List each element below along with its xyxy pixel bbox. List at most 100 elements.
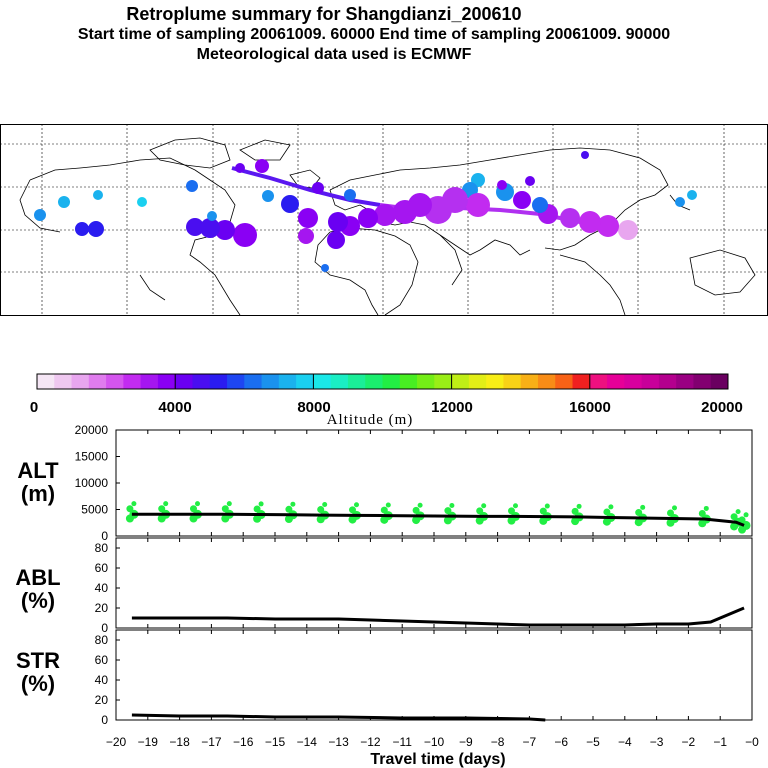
map-graticule xyxy=(0,124,768,315)
x-tick-label: −6 xyxy=(554,735,568,749)
colorbar-swatch xyxy=(227,374,245,389)
alt-scatter-point xyxy=(666,518,675,527)
alt-scatter-point xyxy=(571,517,580,526)
colorbar-swatch xyxy=(468,374,487,389)
colorbar-swatch xyxy=(676,374,694,389)
colorbar-tick-0: 0 xyxy=(30,399,38,416)
x-tick-label: −13 xyxy=(328,735,349,749)
alt-unit: (m) xyxy=(21,481,55,506)
y-tick-label: 15000 xyxy=(75,450,109,464)
sampling-times: Start time of sampling 20061009. 60000 E… xyxy=(77,26,671,43)
alt-scatter-point xyxy=(253,514,262,523)
str-unit: (%) xyxy=(21,671,55,696)
x-tick-label: −2 xyxy=(682,735,696,749)
colorbar-swatch xyxy=(313,374,332,389)
abl-unit: (%) xyxy=(21,588,55,613)
x-tick-label: −11 xyxy=(392,735,412,749)
colorbar-swatch xyxy=(607,374,625,389)
colorbar-swatch xyxy=(641,374,660,389)
alt-scatter-point xyxy=(475,516,484,525)
alt-scatter-point xyxy=(354,502,359,508)
x-tick-label: −4 xyxy=(618,735,632,749)
x-tick-label: −20 xyxy=(106,735,127,749)
colorbar-swatch xyxy=(658,374,677,389)
alt-scatter-point xyxy=(163,501,169,507)
alt-scatter-point xyxy=(513,503,518,509)
x-tick-label: −1 xyxy=(713,735,727,749)
colorbar-swatch xyxy=(347,374,366,389)
alt-scatter-point xyxy=(544,503,550,509)
colorbar-tick-12000: 12000 xyxy=(431,399,473,416)
panel-frames xyxy=(115,429,753,721)
colorbar-swatch xyxy=(589,374,608,389)
alt-scatter-point xyxy=(443,516,452,525)
colorbar-swatch xyxy=(37,374,55,389)
alt-scatter-point xyxy=(576,503,582,509)
colorbar-swatch xyxy=(261,374,280,389)
alt-scatter-point xyxy=(634,518,643,527)
alt-scatter-point xyxy=(157,514,166,523)
colorbar-swatch xyxy=(244,374,263,389)
plume-markers xyxy=(34,151,697,272)
y-tick-label: 40 xyxy=(95,581,109,595)
alt-scatter-point xyxy=(743,512,749,518)
alt-scatter-point xyxy=(348,515,357,524)
colorbar-swatch xyxy=(330,374,349,389)
alt-scatter-point xyxy=(730,522,739,531)
colorbar-swatch xyxy=(365,374,383,389)
alt-scatter-point xyxy=(698,519,707,528)
altitude-colorbar xyxy=(36,373,729,390)
colorbar-swatch xyxy=(123,374,142,389)
colorbar-tick-4000: 4000 xyxy=(158,399,191,416)
colorbar-label: Altitude (m) xyxy=(327,412,414,428)
series-line xyxy=(131,512,745,527)
colorbar-swatch xyxy=(382,374,401,389)
colorbar-swatch xyxy=(54,374,73,389)
colorbar-swatch xyxy=(209,374,228,389)
colorbar-swatch xyxy=(555,374,574,389)
colorbar-border xyxy=(36,373,729,390)
y-tick-label: 20 xyxy=(95,693,109,707)
alt-scatter-point xyxy=(125,514,134,523)
x-tick-label: −18 xyxy=(169,735,190,749)
series-line xyxy=(131,606,745,627)
y-tick-label: 60 xyxy=(95,561,109,575)
colorbar-swatch xyxy=(157,374,176,389)
met-data-note: Meteorological data used is ECMWF xyxy=(196,46,472,63)
alt-scatter-point xyxy=(380,515,389,524)
alt-scatter-point xyxy=(703,505,709,511)
alt-scatter-point xyxy=(608,504,614,510)
alt-scatter-point xyxy=(481,503,487,509)
colorbar-swatch xyxy=(693,374,712,389)
colorbar-swatch xyxy=(572,374,591,389)
x-tick-label: −5 xyxy=(586,735,600,749)
x-tick-label: −10 xyxy=(424,735,445,749)
alt-label: ALT xyxy=(17,458,59,483)
colorbar-swatch xyxy=(278,374,297,389)
colorbar-swatch xyxy=(624,374,643,389)
alt-scatter-point xyxy=(195,501,200,507)
alt-scatter-point xyxy=(507,516,516,525)
colorbar-swatch xyxy=(520,374,539,389)
x-tick-label: −14 xyxy=(297,735,318,749)
alt-scatter-point xyxy=(322,501,328,507)
y-tick-label: 40 xyxy=(95,673,109,687)
colorbar-swatch xyxy=(296,374,314,389)
alt-scatter-point xyxy=(412,516,421,525)
y-tick-label: 60 xyxy=(95,653,109,667)
x-axis-label: Travel time (days) xyxy=(370,751,505,768)
y-tick-label: 80 xyxy=(95,633,109,647)
alt-scatter-point xyxy=(290,501,296,507)
alt-scatter-point xyxy=(672,505,677,511)
colorbar-swatch xyxy=(399,374,418,389)
x-tick-label: −3 xyxy=(650,735,664,749)
alt-scatter-point xyxy=(539,516,548,525)
x-tick-label: −19 xyxy=(138,735,159,749)
y-tick-label: 5000 xyxy=(81,503,108,517)
alt-scatter-point xyxy=(189,514,198,523)
colorbar-swatch xyxy=(537,374,556,389)
x-axis-ticks: −20 −19 −18 −17 −16 −15 −14 −13 −12 −11 −10 −9 −8 −7 −… xyxy=(106,735,759,749)
colorbar-swatch xyxy=(434,374,453,389)
